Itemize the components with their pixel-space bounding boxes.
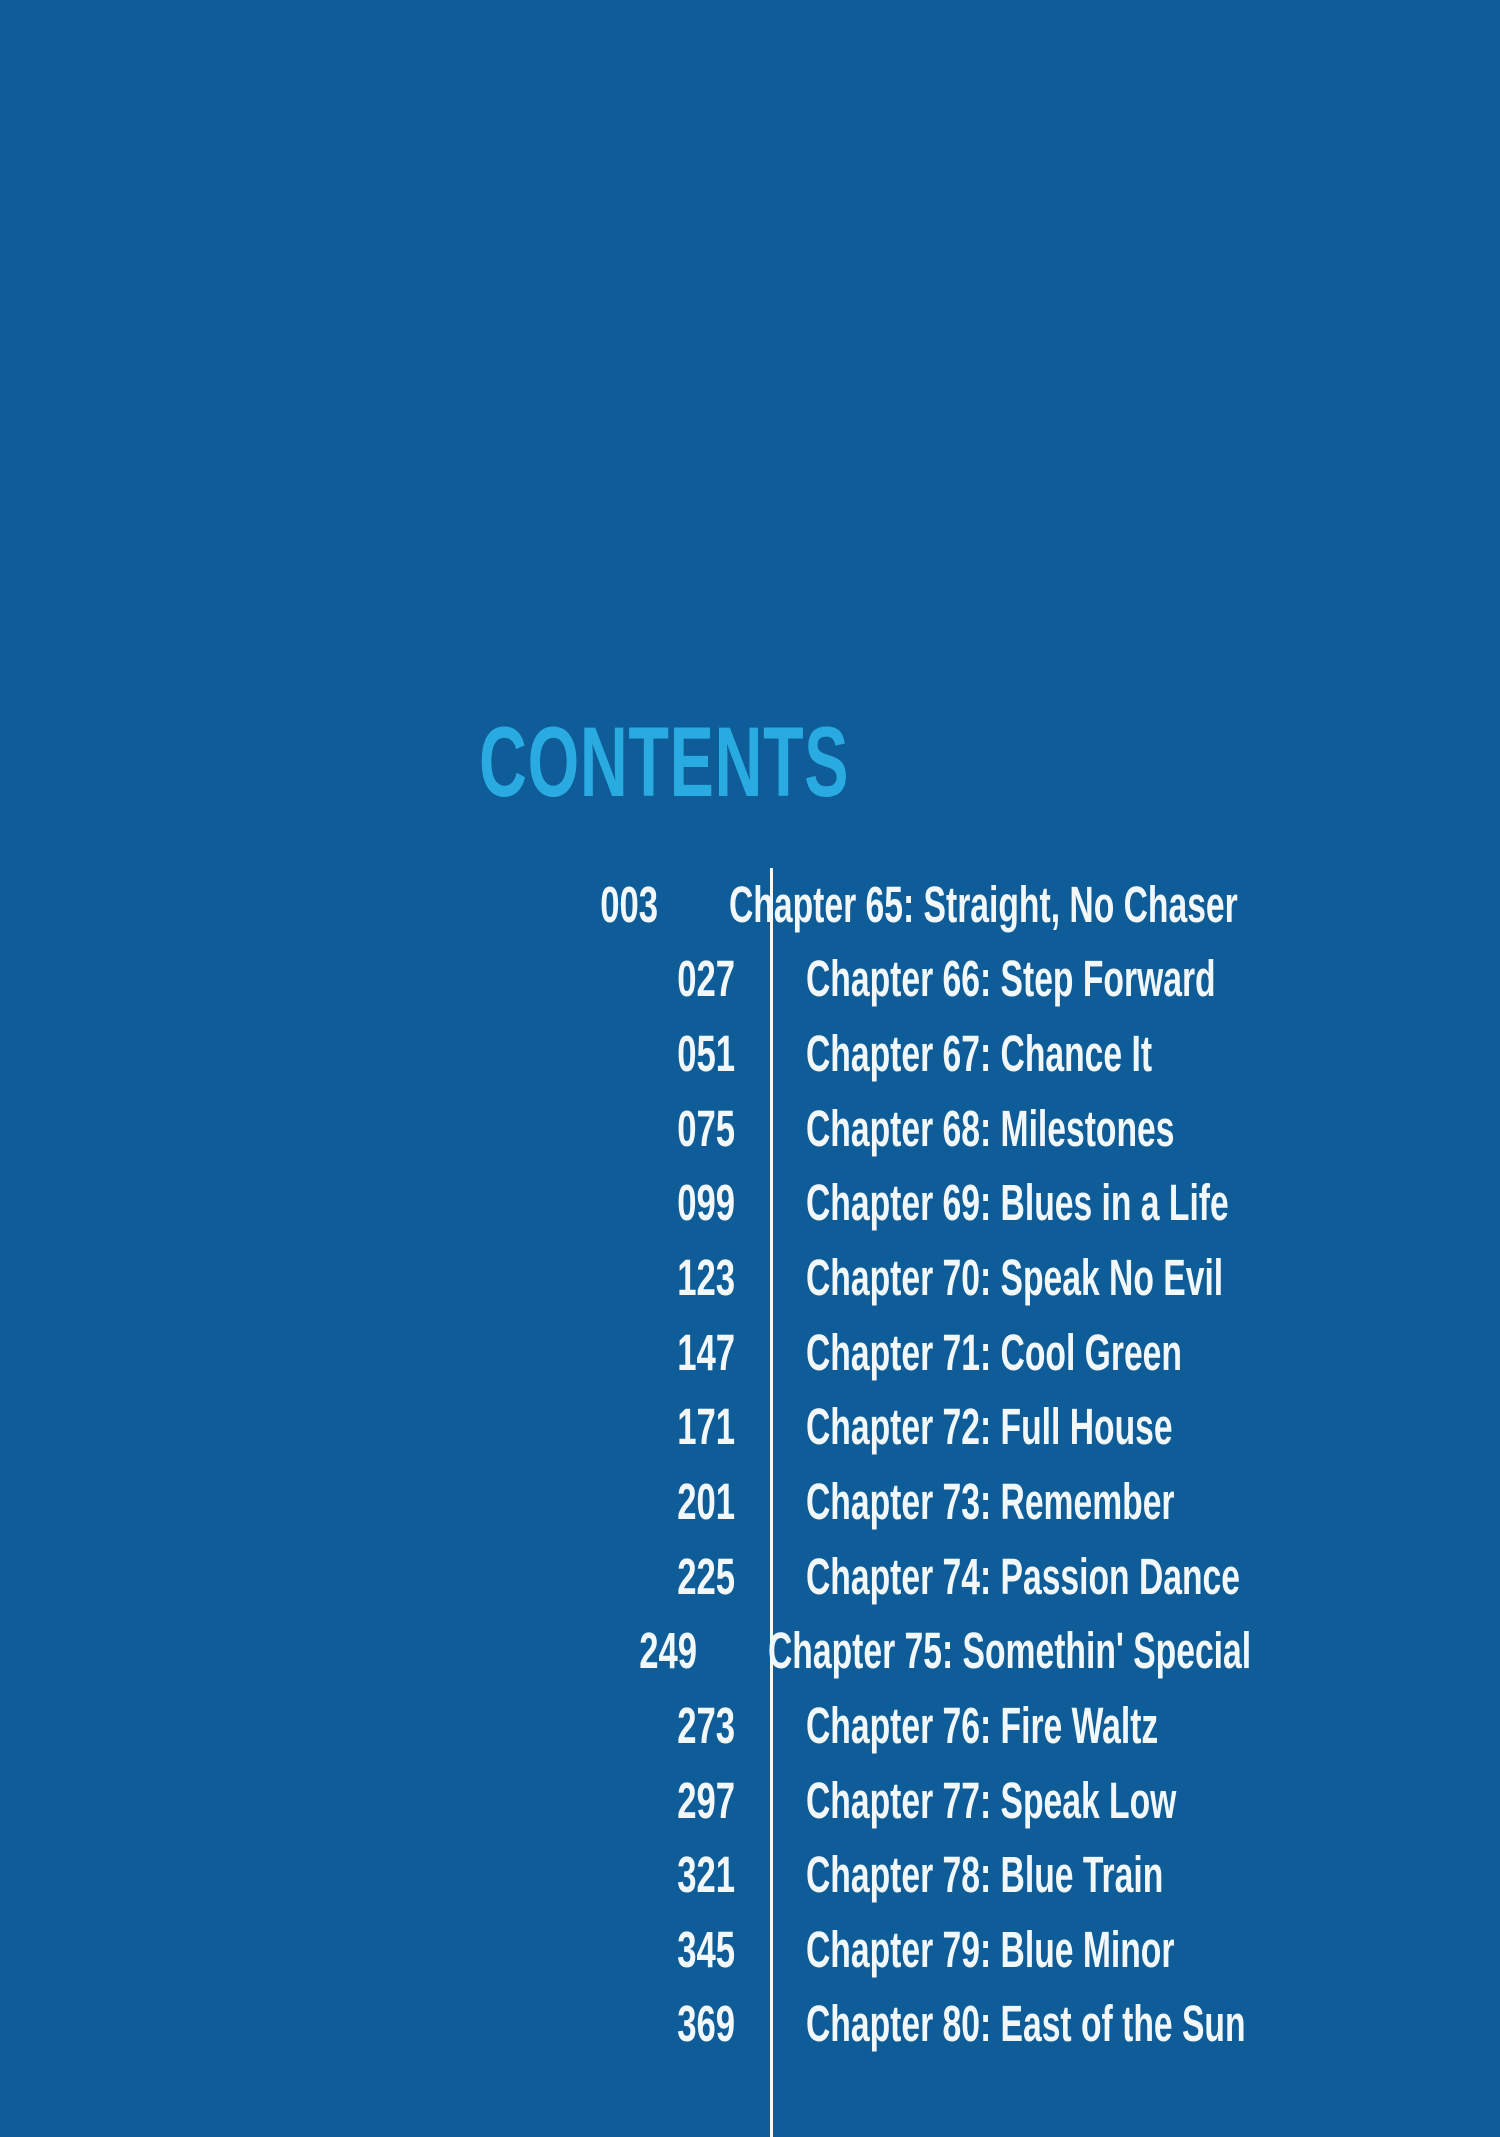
toc-page-number: 297 [677, 1771, 735, 1829]
toc-chapter-title-cell: Chapter 66: Step Forward [806, 953, 1427, 1004]
toc-page-number: 249 [639, 1622, 698, 1680]
toc-chapter-title-cell: Chapter 74: Passion Dance [806, 1551, 1464, 1602]
toc-chapter-title: Chapter 69: Blues in a Life [806, 1174, 1229, 1232]
toc-chapter-title: Chapter 73: Remember [806, 1472, 1175, 1530]
toc-chapter-title-cell: Chapter 73: Remember [806, 1476, 1364, 1527]
toc-page-number: 225 [677, 1547, 735, 1605]
toc-page-number-cell: 297 [0, 1775, 735, 1826]
toc-entry-row: 201 Chapter 73: Remember [0, 1464, 1500, 1539]
toc-divider-line [770, 868, 773, 2137]
toc-chapter-title: Chapter 65: Straight, No Chaser [729, 875, 1238, 933]
toc-page-number-cell: 273 [0, 1700, 735, 1751]
toc-entry-row: 321 Chapter 78: Blue Train [0, 1837, 1500, 1912]
toc-entry-row: 273 Chapter 76: Fire Waltz [0, 1688, 1500, 1763]
toc-page-number-cell: 249 [0, 1625, 697, 1676]
toc-page-number: 147 [677, 1323, 735, 1381]
toc-entry-row: 051 Chapter 67: Chance It [0, 1016, 1500, 1091]
toc-chapter-title-cell: Chapter 70: Speak No Evil [806, 1252, 1438, 1303]
toc-chapter-title-cell: Chapter 79: Blue Minor [806, 1924, 1364, 1975]
toc-page-number-cell: 051 [0, 1028, 735, 1079]
toc-chapter-title: Chapter 68: Milestones [806, 1099, 1175, 1157]
toc-chapter-title-cell: Chapter 69: Blues in a Life [806, 1177, 1447, 1228]
toc-page-number-cell: 147 [0, 1327, 735, 1378]
toc-page-number-cell: 201 [0, 1476, 735, 1527]
toc-chapter-title-cell: Chapter 80: East of the Sun [806, 1998, 1472, 2049]
toc-page-number-cell: 003 [0, 879, 658, 930]
toc-page-number: 273 [677, 1696, 735, 1754]
toc-list: 003 Chapter 65: Straight, No Chaser 027 … [0, 867, 1500, 2061]
toc-page-number: 369 [677, 1995, 735, 2053]
toc-entry-row: 171 Chapter 72: Full House [0, 1389, 1500, 1464]
toc-chapter-title-cell: Chapter 65: Straight, No Chaser [729, 879, 1500, 930]
toc-entry-row: 099 Chapter 69: Blues in a Life [0, 1166, 1500, 1241]
toc-chapter-title: Chapter 72: Full House [806, 1398, 1173, 1456]
toc-chapter-title: Chapter 76: Fire Waltz [806, 1696, 1159, 1754]
toc-page-number-cell: 171 [0, 1401, 735, 1452]
toc-entry-row: 147 Chapter 71: Cool Green [0, 1315, 1500, 1390]
toc-page-number: 123 [677, 1249, 735, 1307]
toc-chapter-title-cell: Chapter 76: Fire Waltz [806, 1700, 1340, 1751]
toc-page-number-cell: 225 [0, 1551, 735, 1602]
toc-page-number-cell: 123 [0, 1252, 735, 1303]
toc-chapter-title: Chapter 80: East of the Sun [806, 1995, 1246, 2053]
toc-entry-row: 123 Chapter 70: Speak No Evil [0, 1240, 1500, 1315]
toc-page-number-cell: 321 [0, 1849, 735, 1900]
toc-page-number: 051 [677, 1025, 735, 1083]
toc-chapter-title-cell: Chapter 75: Somethin' Special [768, 1625, 1500, 1676]
toc-entry-row: 297 Chapter 77: Speak Low [0, 1763, 1500, 1838]
toc-page-number: 345 [677, 1920, 735, 1978]
toc-chapter-title: Chapter 79: Blue Minor [806, 1920, 1175, 1978]
toc-entry-row: 027 Chapter 66: Step Forward [0, 942, 1500, 1017]
toc-entry-row: 075 Chapter 68: Milestones [0, 1091, 1500, 1166]
toc-chapter-title: Chapter 70: Speak No Evil [806, 1249, 1224, 1307]
page-title: CONTENTS [479, 706, 850, 817]
toc-chapter-title-cell: Chapter 71: Cool Green [806, 1327, 1376, 1378]
toc-chapter-title-cell: Chapter 68: Milestones [806, 1103, 1364, 1154]
toc-chapter-title-cell: Chapter 67: Chance It [806, 1028, 1330, 1079]
toc-page-number: 201 [677, 1472, 735, 1530]
toc-chapter-title-cell: Chapter 72: Full House [806, 1401, 1361, 1452]
toc-page-number-cell: 369 [0, 1998, 735, 2049]
toc-chapter-title-cell: Chapter 77: Speak Low [806, 1775, 1367, 1826]
toc-entry-row: 345 Chapter 79: Blue Minor [0, 1912, 1500, 1987]
toc-chapter-title: Chapter 71: Cool Green [806, 1323, 1182, 1381]
toc-page-number: 321 [677, 1846, 735, 1904]
toc-page-number-cell: 075 [0, 1103, 735, 1154]
toc-entry-row: 225 Chapter 74: Passion Dance [0, 1539, 1500, 1614]
toc-page-number-cell: 027 [0, 953, 735, 1004]
toc-page-number: 075 [677, 1099, 735, 1157]
toc-entry-row: 003 Chapter 65: Straight, No Chaser [0, 867, 1500, 942]
toc-chapter-title: Chapter 67: Chance It [806, 1025, 1153, 1083]
toc-entry-row: 249 Chapter 75: Somethin' Special [0, 1613, 1500, 1688]
toc-page-number-cell: 099 [0, 1177, 735, 1228]
toc-page-number: 171 [677, 1398, 735, 1456]
toc-entry-row: 369 Chapter 80: East of the Sun [0, 1987, 1500, 2062]
toc-page-number-cell: 345 [0, 1924, 735, 1975]
toc-chapter-title: Chapter 75: Somethin' Special [768, 1622, 1252, 1680]
toc-chapter-title-cell: Chapter 78: Blue Train [806, 1849, 1347, 1900]
toc-chapter-title: Chapter 78: Blue Train [806, 1846, 1164, 1904]
toc-page-number: 003 [600, 875, 659, 933]
toc-page-number: 099 [677, 1174, 735, 1232]
toc-chapter-title: Chapter 77: Speak Low [806, 1771, 1177, 1829]
toc-chapter-title: Chapter 66: Step Forward [806, 950, 1216, 1008]
toc-page-number: 027 [677, 950, 735, 1008]
toc-chapter-title: Chapter 74: Passion Dance [806, 1547, 1241, 1605]
